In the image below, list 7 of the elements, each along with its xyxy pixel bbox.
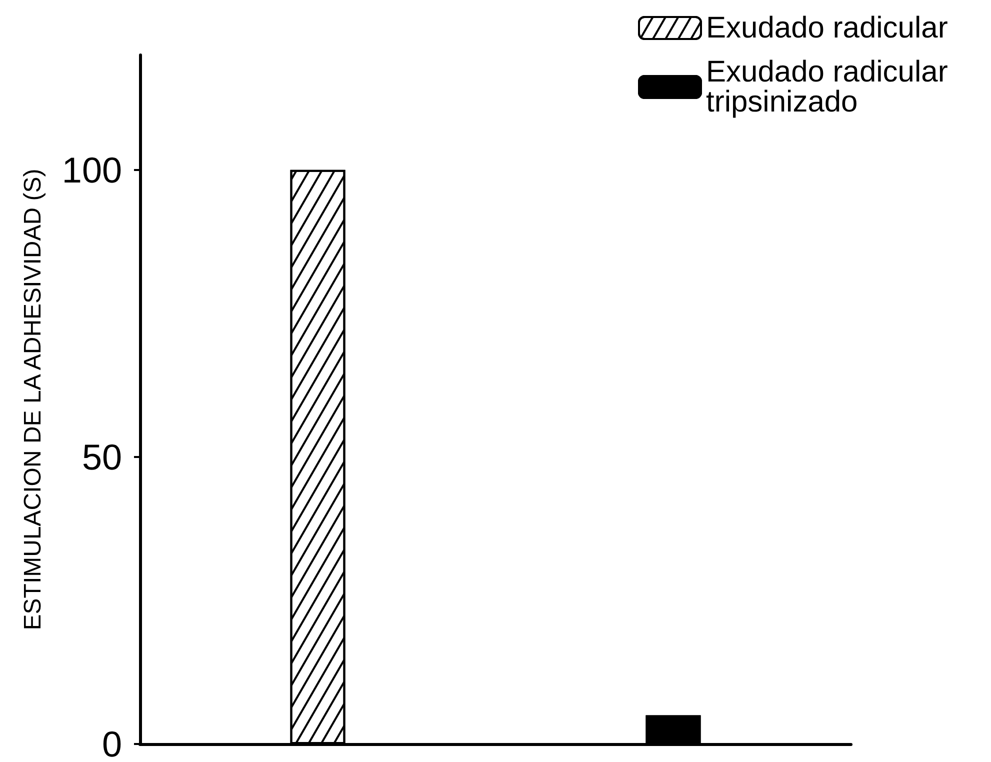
y-tick-label: 100 — [62, 149, 122, 190]
legend-label: Exudado radicular — [706, 56, 956, 88]
y-tick-label: 50 — [82, 436, 122, 478]
y-tick-label: 0 — [102, 724, 122, 762]
text: tripsinizado — [706, 86, 858, 118]
y-axis-title: ESTIMULACION DE LA ADHESIVIDAD (S) — [20, 168, 46, 630]
text: Exudado radicular — [706, 12, 948, 44]
